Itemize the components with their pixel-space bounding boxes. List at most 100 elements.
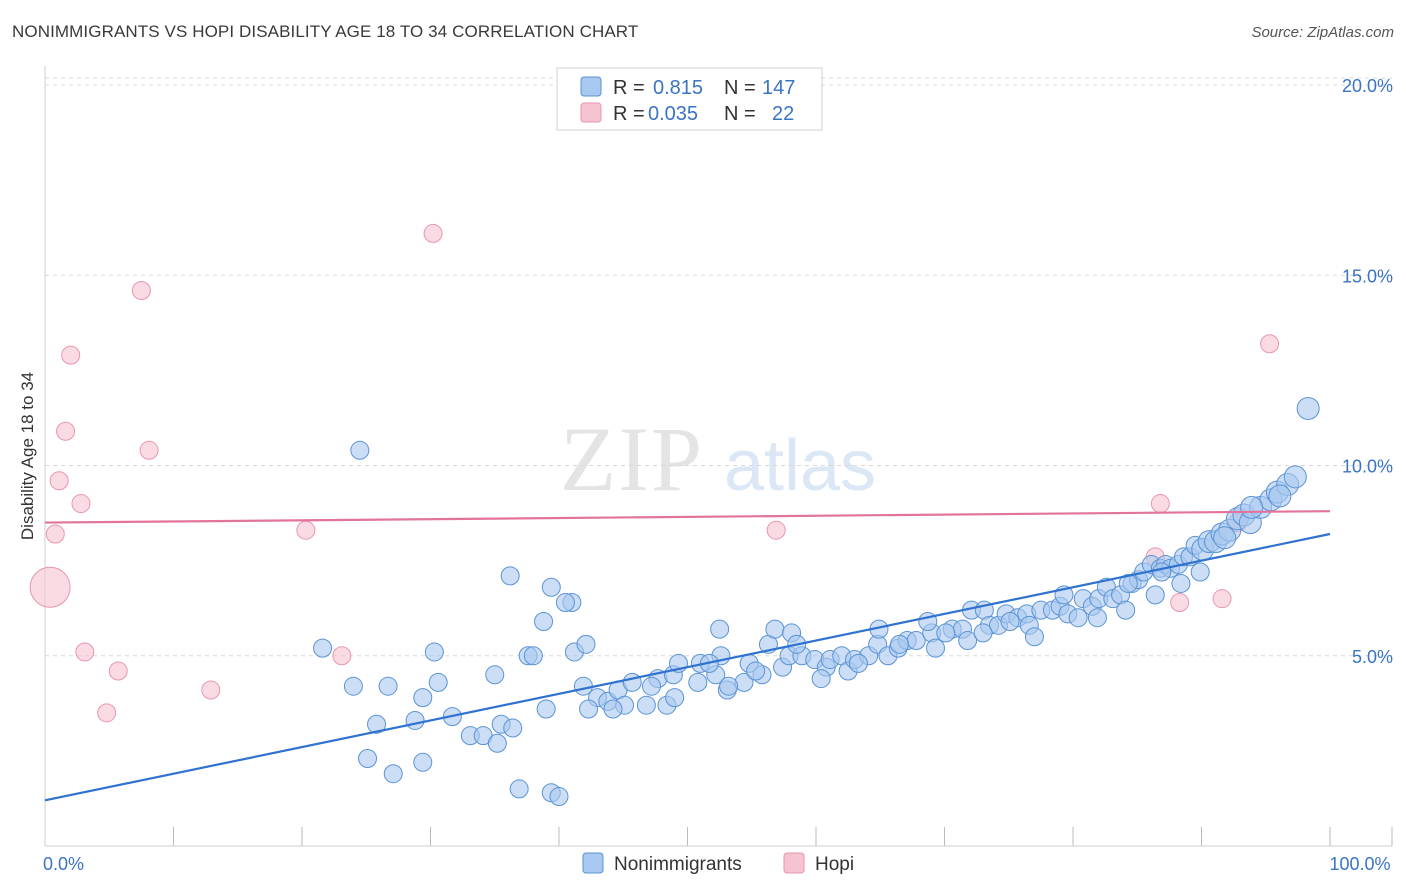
nonimmigrants-point <box>811 669 831 689</box>
nonimmigrants-point <box>710 619 730 639</box>
chart-title: NONIMMIGRANTS VS HOPI DISABILITY AGE 18 … <box>12 22 639 41</box>
nonimmigrants-point <box>622 672 642 692</box>
nonimmigrants-point <box>424 642 444 662</box>
stats-legend: R = 0.815 N = 147 R = 0.035 N = 22 <box>556 67 823 131</box>
bottom-legend: Nonimmigrants Hopi <box>582 852 854 875</box>
nonimmigrants-point <box>487 733 507 753</box>
legend-r-value-pink: 0.035 <box>648 103 698 125</box>
legend-swatch-pink <box>580 102 602 123</box>
hopi-point <box>139 440 159 460</box>
nonimmigrants-point <box>523 646 543 666</box>
hopi-point <box>131 280 151 300</box>
nonimmigrants-point <box>358 748 378 768</box>
watermark-zip: ZIP <box>560 408 704 510</box>
nonimmigrants-point <box>642 676 662 696</box>
legend-r-value-blue: 0.815 <box>653 77 703 99</box>
nonimmigrants-point <box>1000 612 1020 632</box>
hopi-point <box>423 223 443 243</box>
nonimmigrants-point <box>579 699 599 719</box>
nonimmigrants-point <box>958 631 978 651</box>
nonimmigrants-point <box>536 699 556 719</box>
nonimmigrants-point <box>848 653 868 673</box>
nonimmigrants-point <box>313 638 333 658</box>
nonimmigrants-point <box>603 699 623 719</box>
y-tick-label: 15.0% <box>1342 266 1393 286</box>
hopi-point <box>56 421 76 441</box>
legend-n-value-blue: 147 <box>762 77 795 99</box>
hopi-point <box>49 471 69 491</box>
hopi-point <box>71 494 91 514</box>
nonimmigrants-point <box>719 676 739 696</box>
nonimmigrants-point <box>413 752 433 772</box>
hopi-point <box>1260 334 1280 354</box>
legend-n-label-pink: N = <box>724 103 756 125</box>
nonimmigrants-point <box>343 676 363 696</box>
y-tick-label: 20.0% <box>1342 76 1393 96</box>
chart-source: Source: ZipAtlas.com <box>1251 24 1394 41</box>
hopi-point <box>1212 589 1232 609</box>
nonimmigrants-point <box>1190 562 1210 582</box>
legend-r-label-blue: R = <box>613 77 645 99</box>
nonimmigrants-point <box>890 634 910 654</box>
nonimmigrants-point <box>1213 526 1237 550</box>
nonimmigrants-point <box>1087 608 1107 628</box>
nonimmigrants-point <box>413 688 433 708</box>
nonimmigrants-point <box>1145 585 1165 605</box>
x-tick-label: 0.0% <box>43 854 84 874</box>
hopi-point <box>45 524 65 544</box>
nonimmigrants-point <box>1118 573 1138 593</box>
bottom-legend-swatch-hopi <box>783 852 805 874</box>
nonimmigrants-point <box>973 623 993 643</box>
legend-n-value-pink: 22 <box>772 103 794 125</box>
y-tick-label: 10.0% <box>1342 457 1393 477</box>
nonimmigrants-point <box>509 779 529 799</box>
nonimmigrants-point <box>936 623 956 643</box>
y-axis-title: Disability Age 18 to 34 <box>18 372 37 540</box>
y-tick-label: 5.0% <box>1352 647 1393 667</box>
nonimmigrants-point <box>926 638 946 658</box>
hopi-point <box>332 646 352 666</box>
hopi-point <box>75 642 95 662</box>
nonimmigrants-point <box>1171 573 1191 593</box>
nonimmigrants-point <box>428 672 448 692</box>
nonimmigrants-point <box>405 710 425 730</box>
nonimmigrants-point <box>378 676 398 696</box>
hopi-point <box>108 661 128 681</box>
nonimmigrants-trendline <box>44 532 1331 802</box>
nonimmigrants-point <box>1024 627 1044 647</box>
nonimmigrants-point <box>555 592 575 612</box>
bottom-legend-swatch-nonimmigrants <box>582 852 604 874</box>
nonimmigrants-point <box>383 764 403 784</box>
nonimmigrants-point <box>549 787 569 807</box>
x-tick-label: 100.0% <box>1329 854 1390 874</box>
legend-n-label-blue: N = <box>724 77 756 99</box>
nonimmigrants-point <box>1152 562 1172 582</box>
nonimmigrants-point <box>541 577 561 597</box>
x-tick-labels: 0.0% 100.0% <box>43 854 1391 874</box>
nonimmigrants-point <box>367 714 387 734</box>
nonimmigrants-point <box>665 688 685 708</box>
hopi-point <box>766 520 786 540</box>
bottom-legend-label-nonimmigrants: Nonimmigrants <box>614 854 742 875</box>
legend-r-label-pink: R = <box>613 103 645 125</box>
hopi-point <box>1150 494 1170 514</box>
nonimmigrants-point <box>1068 608 1088 628</box>
nonimmigrants-point <box>746 661 766 681</box>
hopi-point <box>97 703 117 723</box>
trendlines <box>44 510 1331 802</box>
hopi-point <box>296 520 316 540</box>
hopi-trendline <box>44 510 1331 524</box>
nonimmigrants-point <box>1296 396 1320 420</box>
bottom-legend-label-hopi: Hopi <box>815 854 854 875</box>
nonimmigrants-point <box>485 665 505 685</box>
nonimmigrants-point <box>765 619 785 639</box>
nonimmigrants-point <box>1116 600 1136 620</box>
hopi-point <box>29 566 71 608</box>
nonimmigrants-points <box>313 396 1320 807</box>
nonimmigrants-point <box>576 634 596 654</box>
nonimmigrants-point <box>534 612 554 632</box>
nonimmigrants-point <box>636 695 656 715</box>
nonimmigrants-point <box>1268 484 1292 508</box>
nonimmigrants-point <box>1240 495 1264 519</box>
